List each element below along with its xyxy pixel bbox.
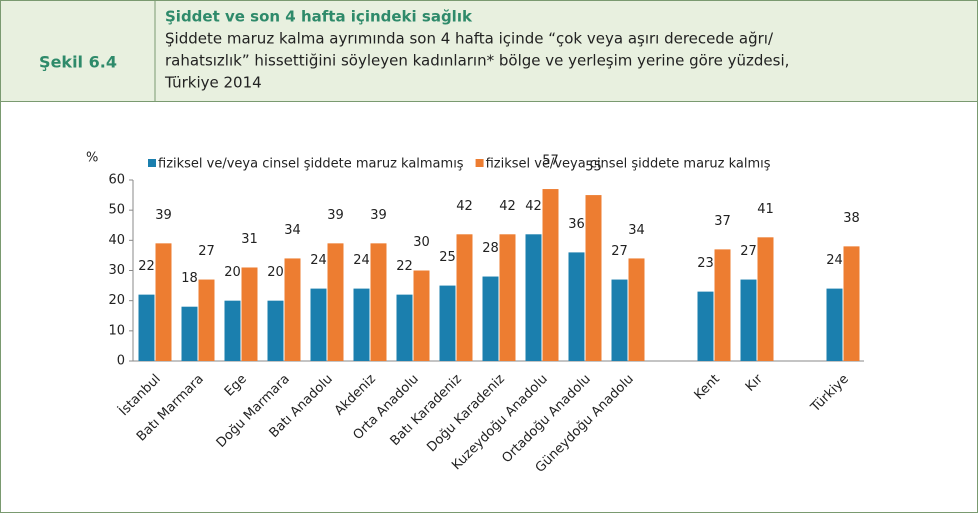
bar: [525, 234, 542, 361]
bar: [499, 234, 516, 361]
bar: [628, 258, 645, 361]
y-tick-label: 0: [117, 354, 125, 369]
bar: [181, 306, 198, 361]
data-label: 22: [138, 259, 155, 274]
y-tick-label: 10: [108, 323, 125, 338]
data-label: 24: [826, 253, 843, 268]
bar: [138, 294, 155, 361]
legend-swatch: [475, 159, 484, 167]
data-label: 57: [542, 154, 559, 169]
data-label: 27: [611, 244, 628, 259]
data-label: 20: [224, 265, 241, 280]
legend-swatch: [148, 159, 156, 167]
bar: [370, 243, 387, 361]
data-label: 23: [697, 256, 714, 271]
header-bg: [0, 0, 978, 102]
y-tick-label: 20: [108, 293, 125, 308]
legend-label: fiziksel ve/veya cinsel şiddete maruz ka…: [486, 157, 771, 172]
data-label: 30: [413, 235, 430, 250]
data-label: 41: [757, 202, 774, 217]
data-label: 39: [327, 208, 344, 223]
data-label: 31: [241, 232, 258, 247]
bar: [697, 291, 714, 361]
bar: [284, 258, 301, 361]
bar: [439, 285, 456, 361]
bar: [224, 300, 241, 361]
bar: [585, 195, 602, 361]
subtitle: Şiddete maruz kalma ayrımında son 4 haft…: [165, 30, 774, 48]
data-label: 27: [740, 244, 757, 259]
subtitle: Türkiye 2014: [164, 74, 262, 92]
data-label: 55: [585, 160, 602, 175]
data-label: 34: [284, 223, 301, 238]
y-axis-label: %: [86, 151, 98, 166]
y-tick-label: 30: [108, 263, 125, 278]
bar: [155, 243, 172, 361]
data-label: 27: [198, 244, 215, 259]
y-tick-label: 50: [108, 203, 125, 218]
data-label: 24: [353, 253, 370, 268]
bar: [310, 288, 327, 361]
data-label: 28: [482, 241, 499, 256]
data-label: 36: [568, 217, 585, 232]
data-label: 39: [370, 208, 387, 223]
data-label: 42: [525, 199, 542, 214]
bar: [826, 288, 843, 361]
bar: [568, 252, 585, 361]
bar: [327, 243, 344, 361]
data-label: 34: [628, 223, 645, 238]
legend-label: fiziksel ve/veya cinsel şiddete maruz ka…: [158, 157, 464, 172]
bar: [396, 294, 413, 361]
subtitle: rahatsızlık” hissettiğini söyleyen kadın…: [165, 52, 789, 70]
data-label: 24: [310, 253, 327, 268]
data-label: 38: [843, 211, 860, 226]
bar: [542, 189, 559, 361]
chart-title: Şiddet ve son 4 hafta içindeki sağlık: [165, 8, 473, 26]
bar: [714, 249, 731, 361]
data-label: 20: [267, 265, 284, 280]
bar: [482, 276, 499, 361]
bar: [456, 234, 473, 361]
data-label: 25: [439, 250, 456, 265]
bar: [198, 279, 215, 361]
bar: [611, 279, 628, 361]
data-label: 42: [499, 199, 516, 214]
figure-label: Şekil 6.4: [39, 53, 117, 72]
data-label: 18: [181, 271, 198, 286]
bar: [843, 246, 860, 361]
data-label: 42: [456, 199, 473, 214]
bar: [267, 300, 284, 361]
y-tick-label: 60: [108, 173, 125, 188]
bar: [241, 267, 258, 361]
y-tick-label: 40: [108, 233, 125, 248]
data-label: 37: [714, 214, 731, 229]
data-label: 22: [396, 259, 413, 274]
bar: [740, 279, 757, 361]
bar: [413, 270, 430, 361]
data-label: 39: [155, 208, 172, 223]
bar: [757, 237, 774, 361]
bar: [353, 288, 370, 361]
